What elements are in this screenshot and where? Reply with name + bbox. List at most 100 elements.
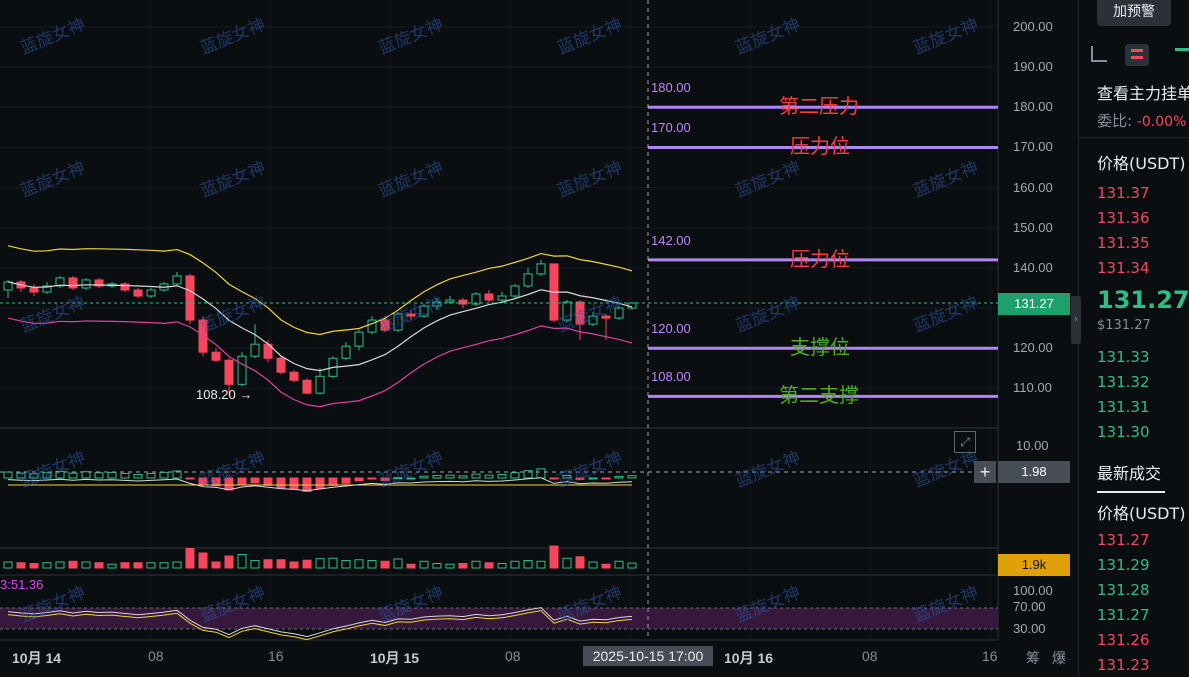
macd-bar <box>55 470 65 479</box>
candle-body <box>172 275 182 285</box>
volume-bar <box>185 548 195 569</box>
order-book-title[interactable]: 查看主力挂单 <box>1097 84 1189 103</box>
layout-icon[interactable] <box>1091 46 1107 62</box>
level-annotation: 第二压力 <box>779 96 859 119</box>
volume-bar <box>55 561 65 569</box>
volume-bar <box>471 560 481 569</box>
price-header: 价格(USDT) <box>1097 154 1186 173</box>
ask-row[interactable]: 131.34 <box>1097 259 1150 277</box>
order-book-bids-icon[interactable] <box>1175 48 1189 63</box>
macd-bar <box>224 477 234 491</box>
macd-bar <box>510 472 520 479</box>
macd-bar <box>94 472 104 479</box>
volume-bar <box>315 558 325 569</box>
level-value-label: 142.00 <box>651 232 691 248</box>
volume-bar <box>263 559 273 569</box>
bollinger-mid <box>7 281 633 372</box>
y-tick-label: 150.00 <box>1013 219 1053 235</box>
candle-body <box>237 355 247 385</box>
y-tick-label: 190.00 <box>1013 59 1053 75</box>
order-book-panel: 加预警 查看主力挂单 委比: -0.00% 价格(USDT) 131.37 13… <box>1071 0 1189 677</box>
trade-row: 131.23 <box>1097 656 1150 674</box>
bid-row[interactable]: 131.31 <box>1097 398 1150 416</box>
candle-body <box>471 293 481 305</box>
ask-row[interactable]: 131.37 <box>1097 184 1150 202</box>
chip-distribution-button[interactable]: 筹 <box>1026 650 1040 666</box>
candle-body <box>445 299 455 303</box>
ask-row[interactable]: 131.36 <box>1097 209 1150 227</box>
volume-bar <box>81 561 91 569</box>
price-chart-svg[interactable] <box>0 0 1078 677</box>
x-label-oct14: 10月 14 <box>12 650 62 666</box>
x-label-16c: 16 <box>982 648 998 664</box>
volume-bar <box>510 560 520 569</box>
rsi-tick-30: 30.00 <box>1013 621 1046 636</box>
macd-bar <box>289 477 299 490</box>
volume-bar <box>445 563 455 569</box>
candle-body <box>432 301 442 307</box>
volume-bar <box>237 554 247 569</box>
candle-body <box>380 319 390 331</box>
add-alert-button[interactable]: 加预警 <box>1097 0 1171 26</box>
candle-body <box>523 273 533 287</box>
ratio-value: -0.00% <box>1136 114 1187 130</box>
candle-body <box>224 359 234 385</box>
macd-top-label: 10.00 <box>1016 438 1049 453</box>
bid-row[interactable]: 131.30 <box>1097 423 1150 441</box>
volume-bar <box>341 560 351 569</box>
macd-bar <box>276 477 286 489</box>
candle-body <box>406 313 416 317</box>
x-label-08b: 08 <box>505 648 521 664</box>
macd-bar <box>367 477 377 480</box>
candle-body <box>146 289 156 297</box>
bid-row[interactable]: 131.32 <box>1097 373 1150 391</box>
order-book-both-icon[interactable] <box>1125 44 1149 66</box>
candle-body <box>198 319 208 353</box>
arrow-right-icon: → <box>239 387 253 402</box>
volume-bar <box>432 563 442 569</box>
macd-bar <box>471 473 481 479</box>
expand-icon[interactable]: ⤢ <box>954 431 976 453</box>
crosshair-plus-button[interactable]: + <box>974 461 996 483</box>
volume-bar <box>68 560 78 569</box>
order-book-toolbar <box>1091 44 1189 66</box>
chart-area[interactable]: 蓝旋女神 蓝旋女神 蓝旋女神 蓝旋女神 蓝旋女神 蓝旋女神 蓝旋女神 蓝旋女神 蓝旋女神 蓝旋女神… <box>0 0 1078 677</box>
trades-title[interactable]: 最新成交 <box>1097 464 1162 483</box>
liquidation-button[interactable]: 爆 <box>1052 650 1066 666</box>
level-value-label: 180.00 <box>651 80 691 96</box>
volume-bar <box>159 562 169 569</box>
volume-bar <box>276 559 286 569</box>
bid-row[interactable]: 131.33 <box>1097 348 1150 366</box>
macd-bar <box>146 472 156 479</box>
macd-value-tag: 1.98 <box>998 461 1070 483</box>
volume-bar <box>601 563 611 569</box>
x-label-08a: 08 <box>148 648 164 664</box>
candle-body <box>393 313 403 331</box>
volume-bar <box>42 562 52 569</box>
macd-bar <box>133 474 143 479</box>
volume-bar <box>367 560 377 569</box>
macd-bar <box>29 473 39 479</box>
candle-body <box>250 343 260 357</box>
candle-body <box>55 277 65 287</box>
volume-bar <box>575 556 585 569</box>
volume-bar <box>614 560 624 569</box>
macd-bar <box>393 477 403 480</box>
collapse-handle[interactable]: › <box>1071 296 1081 344</box>
level-annotation: 支撑位 <box>790 337 850 360</box>
volume-bar <box>172 561 182 569</box>
macd-bar <box>445 474 455 479</box>
trades-tab-underline <box>1097 491 1165 493</box>
macd-bar <box>549 477 559 480</box>
candle-body <box>302 379 312 394</box>
volume-bar <box>523 560 533 569</box>
candle-body <box>185 275 195 321</box>
ask-row[interactable]: 131.35 <box>1097 234 1150 252</box>
macd-bar <box>81 471 91 479</box>
macd-bar <box>120 472 130 479</box>
volume-bar <box>588 561 598 569</box>
macd-bar <box>3 471 13 479</box>
macd-bar <box>419 475 429 479</box>
volume-bar <box>146 562 156 569</box>
volume-bar <box>419 560 429 569</box>
